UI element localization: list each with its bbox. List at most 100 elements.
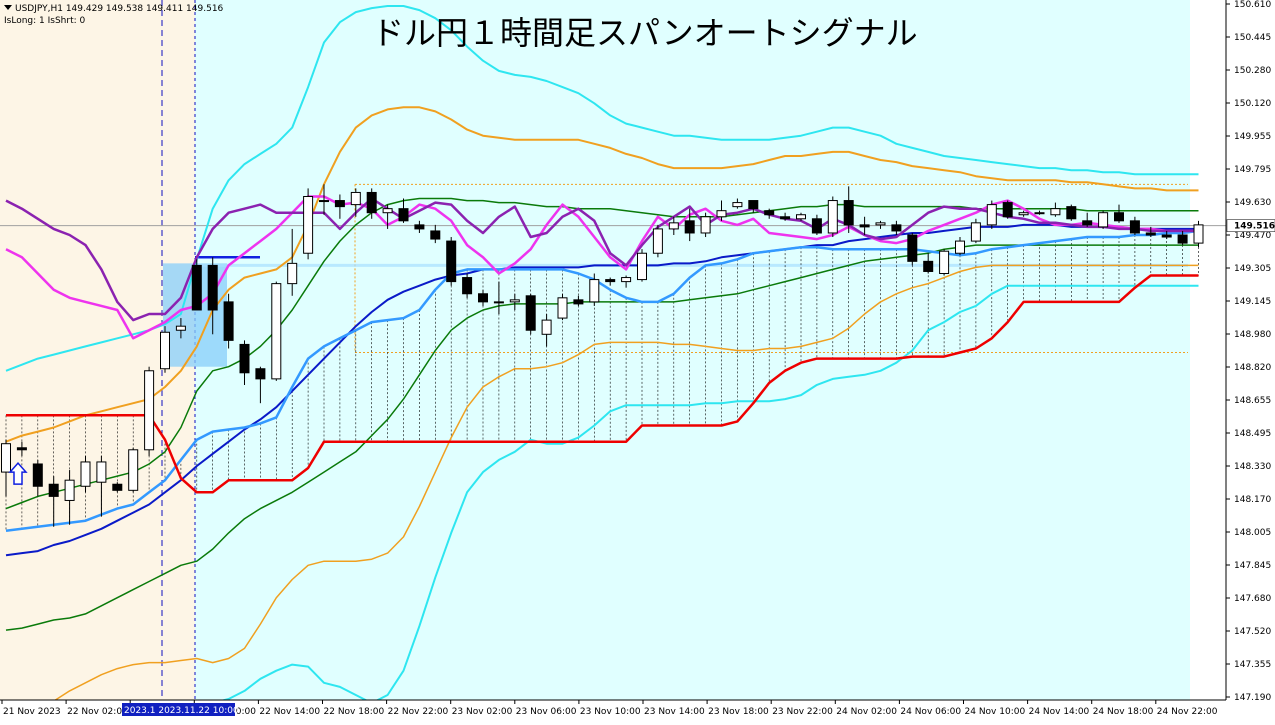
candle bbox=[748, 200, 759, 210]
time-label: 23 Nov 18:00 bbox=[708, 707, 769, 717]
up-arrow-icon bbox=[8, 462, 28, 485]
time-label: 21 Nov 2023 bbox=[3, 707, 61, 717]
price-label: 148.820 bbox=[1234, 363, 1271, 373]
candle bbox=[207, 264, 218, 311]
candle bbox=[732, 202, 743, 208]
candle bbox=[1177, 234, 1188, 244]
candle bbox=[764, 210, 775, 216]
candle bbox=[430, 230, 441, 240]
candle bbox=[366, 191, 377, 214]
current-price-label: 149.516 bbox=[1234, 222, 1275, 232]
candle bbox=[1002, 202, 1013, 218]
candle bbox=[398, 208, 409, 222]
series-line-orange_lo bbox=[5, 264, 1199, 721]
candle bbox=[1, 443, 11, 473]
candle bbox=[1082, 220, 1093, 226]
candle bbox=[334, 200, 345, 208]
price-label: 150.610 bbox=[1234, 0, 1271, 10]
candle bbox=[303, 196, 314, 254]
symbol-info: USDJPY,H1 149.429 149.538 149.411 149.51… bbox=[4, 3, 223, 27]
cloud-shading bbox=[195, 0, 1190, 700]
candle bbox=[64, 479, 75, 501]
price-label: 147.355 bbox=[1234, 660, 1271, 670]
candle bbox=[271, 283, 282, 380]
time-label: 22 Nov 02:00 bbox=[67, 707, 128, 717]
candle bbox=[144, 370, 155, 451]
candle bbox=[1114, 212, 1124, 222]
candle bbox=[986, 204, 997, 226]
candle bbox=[573, 299, 584, 305]
candle bbox=[462, 277, 473, 295]
candle bbox=[16, 447, 27, 451]
candle bbox=[160, 331, 170, 370]
price-label: 149.305 bbox=[1234, 264, 1271, 274]
candle bbox=[112, 483, 123, 491]
candle bbox=[1034, 212, 1045, 215]
candle bbox=[1193, 224, 1204, 244]
candle bbox=[780, 216, 791, 220]
candle bbox=[414, 224, 425, 230]
price-label: 148.655 bbox=[1234, 396, 1271, 406]
series-line-green_lo bbox=[5, 244, 1199, 631]
time-label: 23 Nov 02:00 bbox=[452, 707, 513, 717]
candle bbox=[668, 222, 679, 230]
symbol-line: USDJPY,H1 149.429 149.538 149.411 149.51… bbox=[15, 4, 224, 14]
candle bbox=[350, 191, 361, 206]
candle bbox=[478, 293, 488, 303]
series-line-cyan_up bbox=[5, 5, 1199, 372]
price-axis-bg bbox=[1226, 0, 1275, 721]
flags-line: IsLong: 1 IsShrt: 0 bbox=[4, 16, 86, 26]
candle bbox=[684, 220, 695, 234]
price-label: 149.630 bbox=[1234, 198, 1271, 208]
candle bbox=[939, 250, 950, 274]
price-label: 149.955 bbox=[1234, 132, 1271, 142]
series-line-lightblue bbox=[5, 229, 1199, 533]
candle bbox=[652, 228, 663, 254]
candle bbox=[1098, 212, 1109, 228]
candle bbox=[637, 252, 647, 281]
time-label: 23 Nov 14:00 bbox=[644, 707, 705, 717]
time-label: 22 Nov 18:00 bbox=[324, 707, 385, 717]
time-label: 22 Nov 14:00 bbox=[259, 707, 320, 717]
series-line-magenta bbox=[5, 195, 1199, 340]
candle bbox=[796, 214, 806, 220]
price-label: 148.330 bbox=[1234, 462, 1271, 472]
candle bbox=[923, 260, 934, 272]
cursor-time-box bbox=[122, 703, 235, 716]
time-axis-bg bbox=[0, 700, 1275, 721]
candle bbox=[1129, 220, 1140, 234]
collapse-triangle-icon[interactable] bbox=[4, 5, 12, 10]
candle bbox=[525, 295, 536, 331]
candle bbox=[255, 368, 266, 380]
current-price-box bbox=[1226, 219, 1275, 232]
price-label: 147.845 bbox=[1234, 561, 1271, 571]
chart-title: ドル円１時間足スパンオートシグナル bbox=[372, 14, 918, 52]
candle bbox=[1066, 206, 1077, 220]
candle bbox=[955, 240, 965, 254]
candle bbox=[382, 208, 393, 214]
candle bbox=[827, 200, 838, 234]
price-label: 147.190 bbox=[1234, 693, 1271, 703]
candle bbox=[446, 240, 457, 283]
series-line-red bbox=[6, 274, 1199, 494]
price-label: 147.680 bbox=[1234, 594, 1271, 604]
series-line-orange_up bbox=[5, 106, 1199, 443]
candle bbox=[287, 262, 298, 285]
candle bbox=[80, 461, 91, 487]
price-label: 150.280 bbox=[1234, 66, 1271, 76]
candle bbox=[716, 210, 727, 218]
candle bbox=[843, 200, 854, 226]
time-label: 22 Nov 22:00 bbox=[388, 707, 449, 717]
price-label: 149.795 bbox=[1234, 165, 1271, 175]
price-label: 148.980 bbox=[1234, 330, 1271, 340]
time-label: 24 Nov 22:00 bbox=[1157, 707, 1218, 717]
price-label: 149.145 bbox=[1234, 297, 1271, 307]
time-label: 24 Nov 06:00 bbox=[900, 707, 961, 717]
candle bbox=[875, 222, 886, 226]
candle bbox=[493, 301, 504, 304]
candle bbox=[541, 319, 552, 335]
candle bbox=[605, 279, 616, 283]
candle bbox=[557, 297, 568, 319]
